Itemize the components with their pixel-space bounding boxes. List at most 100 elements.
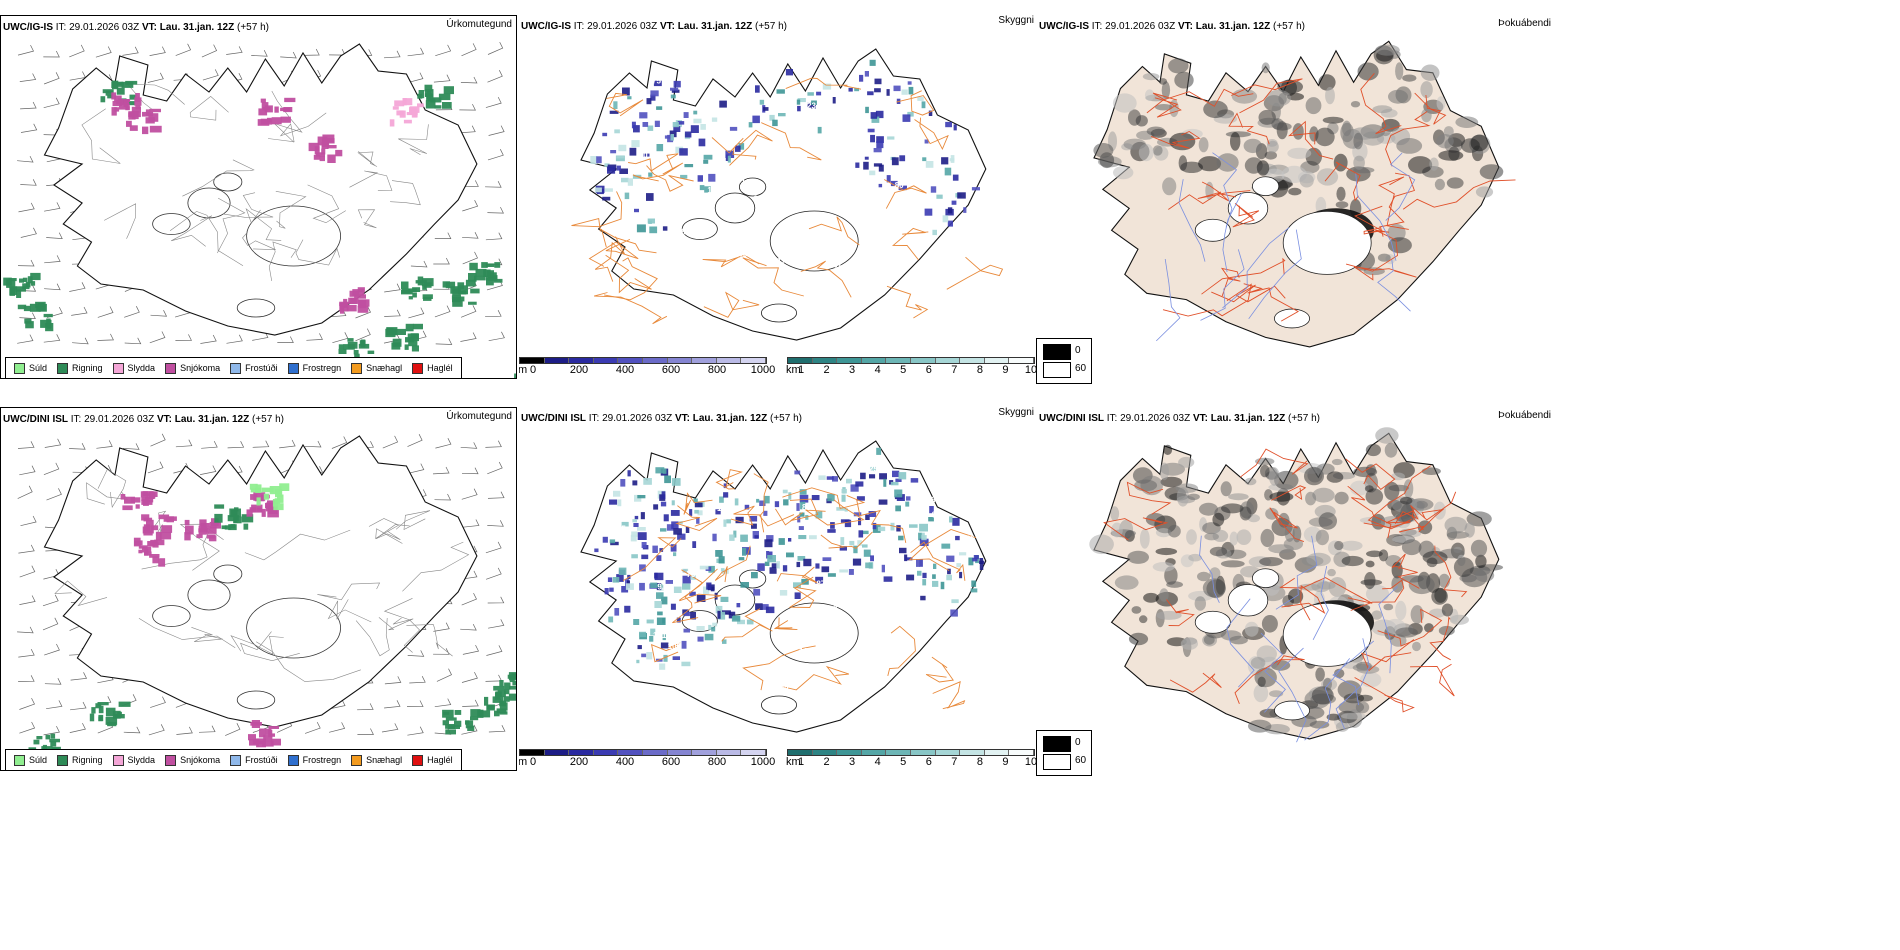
glacier-outline <box>152 605 191 627</box>
colorbar-tick-label: 3 <box>849 364 856 376</box>
fog-cell <box>1162 177 1177 196</box>
fog-cell <box>1315 667 1325 682</box>
cloud-cell <box>682 575 691 584</box>
colorbar-segment <box>984 358 1010 363</box>
wind-barb <box>329 699 346 710</box>
cloud-base-value: 66 <box>666 209 675 218</box>
road-line <box>914 117 949 151</box>
fog-cell <box>1357 694 1373 702</box>
cloud-cell <box>620 479 626 487</box>
legend-item: Frostúði <box>230 362 278 374</box>
precip-cell <box>134 97 142 106</box>
wind-barb <box>17 626 34 634</box>
cloud-cell <box>896 494 905 501</box>
fog-cell <box>1221 503 1244 514</box>
fog-cell <box>1306 552 1331 567</box>
colorbar-segment <box>741 750 766 755</box>
cloud-cell <box>636 659 640 664</box>
river-line <box>1260 632 1286 713</box>
fog-cell <box>1139 528 1150 549</box>
road-line <box>753 473 795 527</box>
wind-barb <box>96 440 113 449</box>
cloud-cell <box>690 612 696 620</box>
colorbar-segment <box>935 358 961 363</box>
fog-cell <box>1412 641 1421 652</box>
precip-cell <box>386 327 398 336</box>
precip-cell <box>403 119 412 124</box>
fog-cell <box>1230 132 1241 151</box>
river-line <box>1199 535 1220 603</box>
precip-cell <box>515 687 516 692</box>
cloud-cell <box>822 557 832 561</box>
cloud-cell <box>748 122 753 128</box>
precip-cell <box>470 716 479 721</box>
road-line <box>1350 579 1405 611</box>
colorbar-segment <box>618 750 643 755</box>
precip-cell <box>421 278 434 287</box>
road-line <box>327 599 372 623</box>
cloud-cell <box>711 117 718 122</box>
cloud-base-value: 80 <box>639 151 648 160</box>
river-line <box>1355 173 1397 261</box>
precip-cell <box>19 278 24 283</box>
precip-cell <box>159 532 172 540</box>
precip-cell <box>434 105 442 109</box>
river-line <box>1156 258 1181 342</box>
legend-item: Rigning <box>57 754 103 766</box>
road-line <box>672 569 704 624</box>
cloud-cell <box>769 567 777 574</box>
wind-barb <box>460 76 478 84</box>
cloud-cell <box>886 175 891 183</box>
cloud-cell <box>685 526 690 533</box>
glacier-outline <box>769 210 859 272</box>
road-line <box>856 499 907 543</box>
cloud-cell <box>704 186 711 193</box>
legend-item: Snæhagl <box>351 362 402 374</box>
precip-cell <box>30 281 36 286</box>
precip-type-panel-bottom: UWC/DINI ISL IT: 29.01.2026 03Z VT: Lau.… <box>0 407 517 771</box>
precip-cell <box>120 494 126 500</box>
fog-cell <box>1305 491 1317 506</box>
cloud-cell <box>876 136 884 143</box>
fog-cell <box>1357 62 1379 81</box>
cloud-cell <box>874 78 882 85</box>
cloud-cell <box>729 126 738 131</box>
fog-cell <box>1377 253 1391 262</box>
cloud-cell <box>673 126 681 132</box>
cloud-cell <box>766 551 770 559</box>
cloud-cell <box>662 634 666 641</box>
cloud-base-value: 106 <box>789 257 803 266</box>
cloud-cell <box>708 624 712 630</box>
precip-cell <box>504 689 510 695</box>
cloud-cell <box>616 574 624 582</box>
cloud-cell <box>909 524 918 528</box>
cloud-cell <box>953 124 957 131</box>
precip-cell <box>23 305 31 312</box>
colorbar-segment <box>593 750 619 755</box>
fog-cell <box>1387 237 1412 254</box>
colorbar-tick-label: 7 <box>951 364 958 376</box>
river-line <box>1178 179 1206 262</box>
precip-cell <box>116 87 125 95</box>
precip-cell <box>114 107 120 112</box>
wind-barb <box>357 703 374 711</box>
road-line <box>1269 507 1305 543</box>
cloud-cell <box>776 89 785 94</box>
precip-cell <box>391 342 401 350</box>
precip-cell <box>343 344 355 350</box>
cloud-cell <box>778 113 786 117</box>
fog-cell <box>1110 506 1120 521</box>
precip-cell <box>357 305 369 313</box>
cloud-cell <box>613 490 621 497</box>
road-line <box>317 582 381 601</box>
wind-barb <box>407 47 425 57</box>
cloud-cell <box>703 586 710 594</box>
precip-cell <box>16 289 22 298</box>
precip-cell <box>465 279 476 287</box>
wind-barb <box>304 721 321 734</box>
cloud-cell <box>649 636 654 642</box>
cloud-cell <box>862 530 869 535</box>
wind-barb <box>19 73 37 82</box>
fog-cell <box>1166 581 1183 588</box>
cloud-cell <box>656 592 664 599</box>
